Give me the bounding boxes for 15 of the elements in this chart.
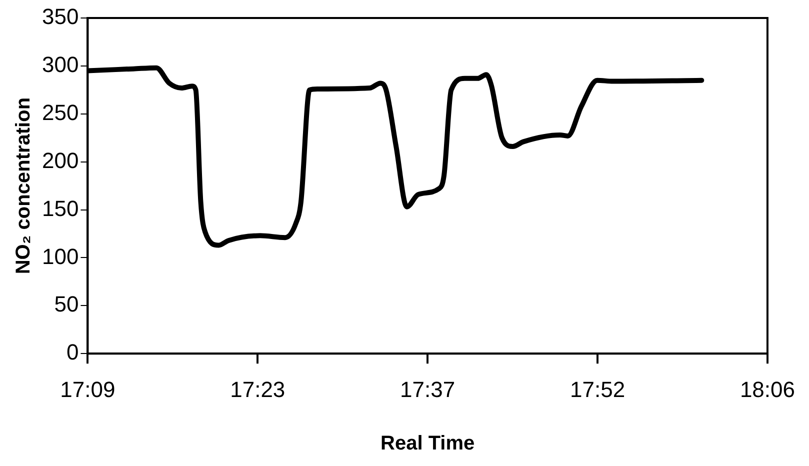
- y-axis-title: NO₂ concentration: [12, 97, 35, 274]
- x-tick-label: 18:06: [740, 376, 796, 402]
- y-tick-label: 300: [42, 52, 79, 78]
- x-tick-label: 17:37: [400, 376, 456, 402]
- y-tick-label: 150: [42, 196, 79, 221]
- y-tick-label: 350: [42, 4, 79, 30]
- x-tick-label: 17:52: [570, 376, 626, 402]
- y-tick-label: 50: [54, 292, 79, 317]
- y-tick-label: 100: [42, 244, 79, 269]
- y-tick-label: 200: [42, 148, 79, 173]
- x-axis-title: Real Time: [380, 432, 475, 455]
- x-tick-label: 17:23: [230, 376, 286, 402]
- y-tick-label: 0: [66, 340, 79, 365]
- x-tick-label: 17:09: [60, 376, 116, 402]
- y-tick-label: 250: [42, 100, 79, 125]
